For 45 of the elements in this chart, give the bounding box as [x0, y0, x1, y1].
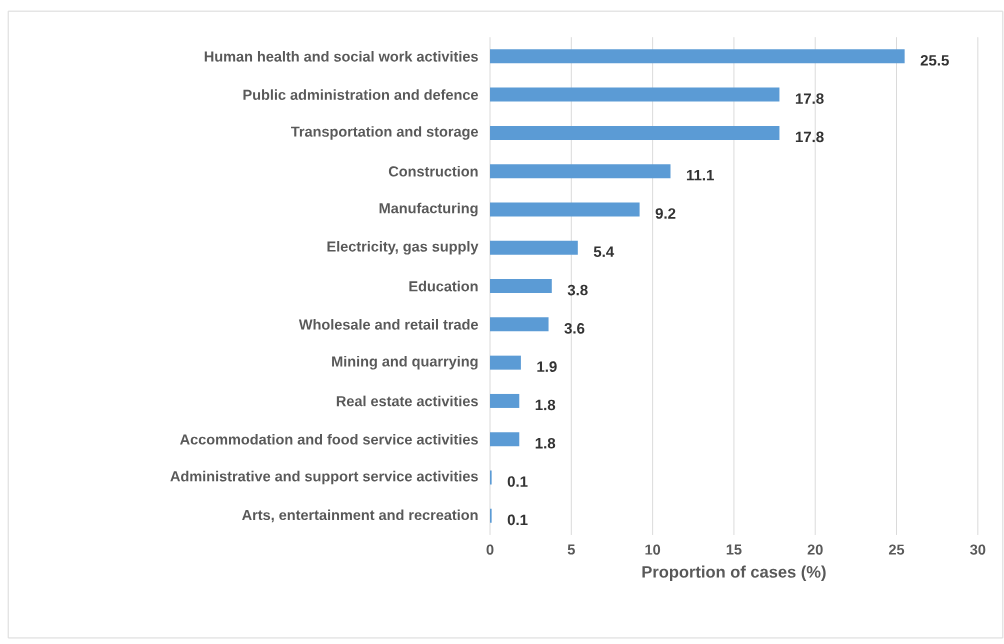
bar — [490, 240, 578, 255]
bar — [490, 202, 640, 217]
bar — [490, 125, 780, 140]
data-label: 0.1 — [507, 476, 528, 487]
x-tick-label: 5 — [567, 544, 575, 555]
bar — [490, 87, 780, 102]
data-label: 11.1 — [686, 169, 714, 181]
bar — [490, 49, 905, 64]
bar — [490, 317, 549, 332]
y-tick-label: Real estate activities — [336, 395, 478, 407]
bar — [490, 432, 520, 447]
x-tick-label: 20 — [807, 544, 823, 555]
data-label: 1.8 — [535, 437, 556, 449]
y-tick-label: Education — [409, 280, 478, 292]
y-tick-label: Public administration and defence — [243, 89, 478, 100]
x-tick-label: 15 — [726, 544, 742, 555]
y-tick-label: Manufacturing — [379, 202, 478, 217]
x-tick-label: 10 — [645, 544, 661, 555]
data-label: 0.1 — [507, 514, 528, 526]
y-tick-label: Mining and quarrying — [332, 355, 478, 370]
y-tick-label: Electricity, gas supply — [327, 240, 479, 255]
data-label: 25.5 — [920, 54, 949, 66]
y-tick-label: Administrative and support service activities — [170, 470, 478, 485]
x-tick-label: 0 — [486, 544, 494, 555]
y-tick-label: Transportation and storage — [291, 126, 478, 140]
y-tick-label: Wholesale and retail trade — [298, 318, 478, 330]
bar — [490, 279, 552, 294]
bar — [490, 164, 671, 179]
bar — [490, 393, 520, 408]
y-tick-label: Construction — [388, 165, 478, 177]
x-tick-label: 25 — [888, 544, 905, 555]
data-label: 9.2 — [655, 208, 676, 219]
data-label: 1.9 — [537, 361, 557, 372]
x-tick-label: 30 — [970, 544, 986, 555]
data-label: 17.8 — [795, 131, 824, 143]
data-label: 1.8 — [535, 399, 556, 411]
x-axis-title: Proportion of cases (%) — [642, 565, 826, 581]
data-label: 3.8 — [567, 284, 588, 296]
data-label: 17.8 — [795, 93, 824, 104]
data-label: 5.4 — [593, 246, 615, 257]
y-tick-label: Human health and social work activities — [204, 50, 478, 62]
bar — [490, 355, 521, 370]
y-tick-label: Accommodation and food service activities — [180, 433, 478, 445]
data-label: 3.6 — [564, 322, 585, 334]
y-tick-label: Arts, entertainment and recreation — [242, 509, 478, 523]
